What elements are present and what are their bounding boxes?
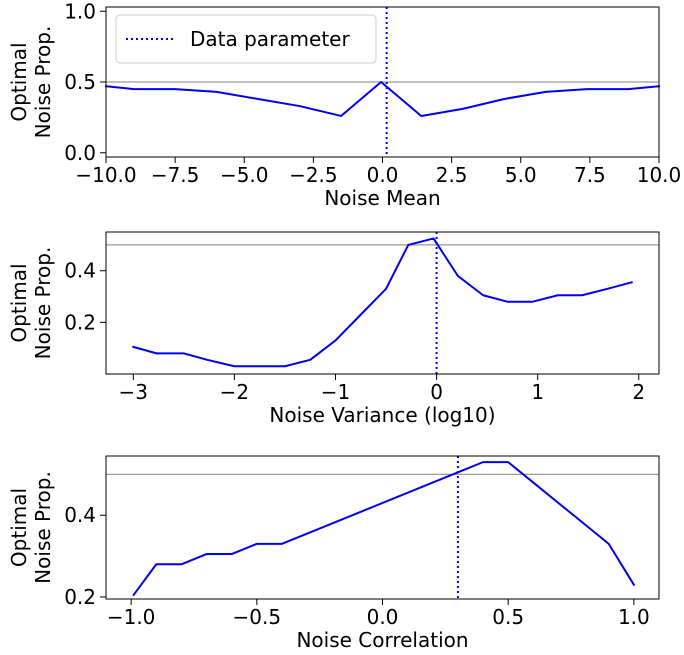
y-tick-label: 0.4 — [64, 259, 96, 283]
legend-label: Data parameter — [190, 27, 350, 51]
y-tick-label: 1.0 — [64, 0, 96, 23]
x-tick-label: −7.5 — [151, 163, 200, 187]
series-line — [132, 237, 633, 368]
x-tick-label: 1.0 — [618, 605, 650, 629]
y-tick-label: 0.4 — [64, 503, 96, 527]
x-tick-label: 0.0 — [367, 163, 399, 187]
y-tick-label: 0.2 — [64, 585, 96, 609]
x-tick-label: −2 — [220, 380, 249, 404]
x-tick-label: −3 — [119, 380, 148, 404]
x-tick-label: 2.5 — [436, 163, 468, 187]
y-axis-label: Noise Prop. — [31, 26, 55, 139]
x-tick-label: −10.0 — [75, 163, 136, 187]
x-axis-label: Noise Correlation — [296, 628, 468, 652]
y-tick-label: 0.2 — [64, 310, 96, 334]
plot-frame — [105, 455, 660, 600]
series-line — [132, 461, 636, 597]
y-axis-label: Optimal — [7, 42, 31, 121]
x-tick-label: −1.0 — [107, 605, 156, 629]
y-tick-label: 0.5 — [64, 70, 96, 94]
legend-box — [115, 14, 377, 64]
y-axis-label: Optimal — [7, 488, 31, 567]
x-tick-label: 0.0 — [367, 605, 399, 629]
y-axis-label: Noise Prop. — [31, 471, 55, 584]
x-tick-label: −5.0 — [220, 163, 269, 187]
x-tick-label: −0.5 — [233, 605, 282, 629]
plot-frame — [105, 231, 660, 375]
x-tick-label: 2 — [632, 380, 645, 404]
x-tick-label: 7.5 — [574, 163, 606, 187]
x-tick-label: 0 — [430, 380, 443, 404]
x-tick-label: 5.0 — [505, 163, 537, 187]
x-axis-label: Noise Mean — [324, 186, 440, 210]
x-tick-label: 0.5 — [492, 605, 524, 629]
y-axis-label: Noise Prop. — [31, 247, 55, 360]
x-tick-label: −1 — [321, 380, 350, 404]
x-axis-label: Noise Variance (log10) — [269, 403, 495, 427]
y-tick-label: 0.0 — [64, 141, 96, 165]
series-line — [104, 81, 661, 117]
x-tick-label: 1 — [531, 380, 544, 404]
y-axis-label: Optimal — [7, 263, 31, 342]
x-tick-label: −2.5 — [289, 163, 338, 187]
x-tick-label: 10.0 — [637, 163, 682, 187]
